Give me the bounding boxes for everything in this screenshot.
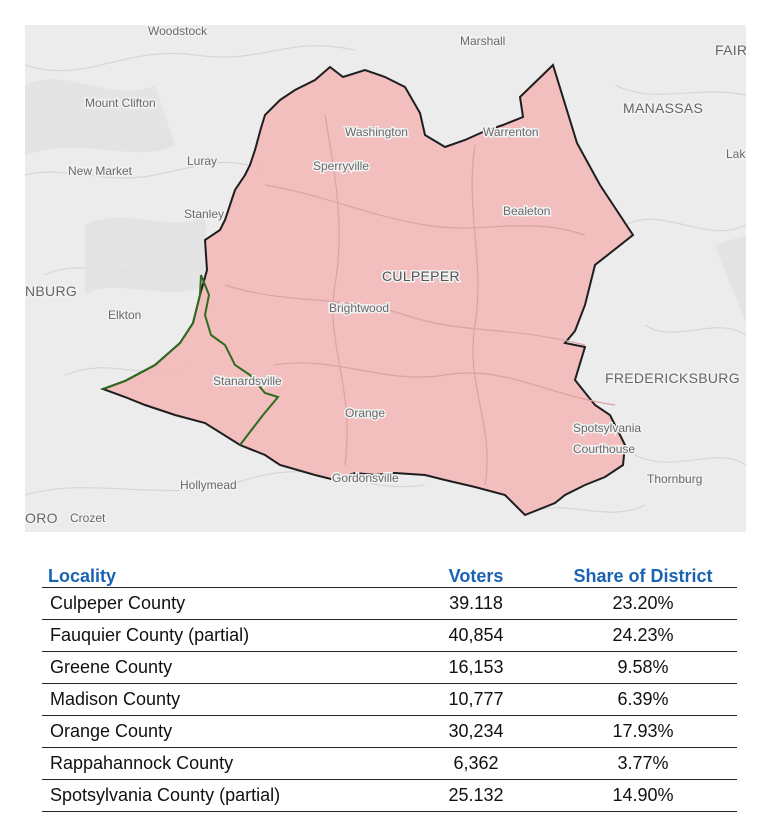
label-marshall: Marshall xyxy=(460,34,505,48)
cell-voters: 39.118 xyxy=(403,587,549,620)
label-culpeper: CULPEPER xyxy=(382,268,460,284)
cell-voters: 6,362 xyxy=(403,747,549,780)
cell-share: 14.90% xyxy=(549,779,737,812)
label-hollymead: Hollymead xyxy=(180,478,237,492)
table-row: Orange County 30,234 17.93% xyxy=(42,715,737,748)
cell-voters: 10,777 xyxy=(403,683,549,716)
label-washington: Washington xyxy=(345,125,408,139)
county-subboundary xyxy=(200,274,280,446)
label-orange: Orange xyxy=(345,406,385,420)
label-fredericksburg: FREDERICKSBURG xyxy=(605,370,740,386)
label-crozet: Crozet xyxy=(70,511,106,525)
label-warrenton: Warrenton xyxy=(483,125,539,139)
terrain-shading xyxy=(25,79,746,325)
label-courthouse: Courthouse xyxy=(573,442,635,456)
cell-share: 24.23% xyxy=(549,619,737,652)
cell-voters: 30,234 xyxy=(403,715,549,748)
label-elkton: Elkton xyxy=(108,308,141,322)
cell-voters: 25.132 xyxy=(403,779,549,812)
district-roads xyxy=(224,114,616,486)
label-brightwood: Brightwood xyxy=(329,301,389,315)
label-mount-clifton: Mount Clifton xyxy=(85,96,156,110)
label-bealeton: Bealeton xyxy=(503,204,550,218)
table-header-row: Locality Voters Share of District xyxy=(42,561,737,588)
cell-share: 9.58% xyxy=(549,651,737,684)
label-new-market: New Market xyxy=(68,164,133,178)
label-nburg: NBURG xyxy=(25,283,77,299)
district-boundary xyxy=(100,63,635,517)
label-lak: Lak xyxy=(726,147,746,161)
label-luray: Luray xyxy=(187,154,217,168)
header-locality: Locality xyxy=(42,561,403,588)
table-row: Culpeper County 39.118 23.20% xyxy=(42,587,737,620)
table-row: Greene County 16,153 9.58% xyxy=(42,651,737,684)
map-canvas: Woodstock Marshall FAIR Mount Clifton MA… xyxy=(25,25,746,532)
label-stanley: Stanley xyxy=(184,207,224,221)
cell-locality: Madison County xyxy=(42,683,403,716)
label-gordonsville: Gordonsville xyxy=(332,471,399,485)
label-fair: FAIR xyxy=(715,42,746,58)
label-stanardsville: Stanardsville xyxy=(213,374,282,388)
header-voters: Voters xyxy=(403,561,549,588)
county-subboundary-west xyxy=(102,274,202,390)
label-oro: ORO xyxy=(25,510,58,526)
cell-locality: Rappahannock County xyxy=(42,747,403,780)
label-woodstock: Woodstock xyxy=(148,25,208,38)
header-share: Share of District xyxy=(549,561,737,588)
table-row: Fauquier County (partial) 40,854 24.23% xyxy=(42,619,737,652)
table-row: Rappahannock County 6,362 3.77% xyxy=(42,747,737,780)
table-row: Spotsylvania County (partial) 25.132 14.… xyxy=(42,779,737,812)
label-sperryville: Sperryville xyxy=(313,159,369,173)
district-map: Woodstock Marshall FAIR Mount Clifton MA… xyxy=(25,25,746,532)
cell-locality: Fauquier County (partial) xyxy=(42,619,403,652)
cell-share: 3.77% xyxy=(549,747,737,780)
cell-share: 17.93% xyxy=(549,715,737,748)
cell-share: 6.39% xyxy=(549,683,737,716)
cell-voters: 40,854 xyxy=(403,619,549,652)
cell-share: 23.20% xyxy=(549,587,737,620)
cell-voters: 16,153 xyxy=(403,651,549,684)
table-row: Madison County 10,777 6.39% xyxy=(42,683,737,716)
label-spotsylvania: Spotsylvania xyxy=(573,421,641,435)
cell-locality: Culpeper County xyxy=(42,587,403,620)
cell-locality: Orange County xyxy=(42,715,403,748)
cell-locality: Greene County xyxy=(42,651,403,684)
locality-table: Locality Voters Share of District Culpep… xyxy=(42,561,737,812)
label-thornburg: Thornburg xyxy=(647,472,702,486)
label-manassas: MANASSAS xyxy=(623,100,703,116)
cell-locality: Spotsylvania County (partial) xyxy=(42,779,403,812)
